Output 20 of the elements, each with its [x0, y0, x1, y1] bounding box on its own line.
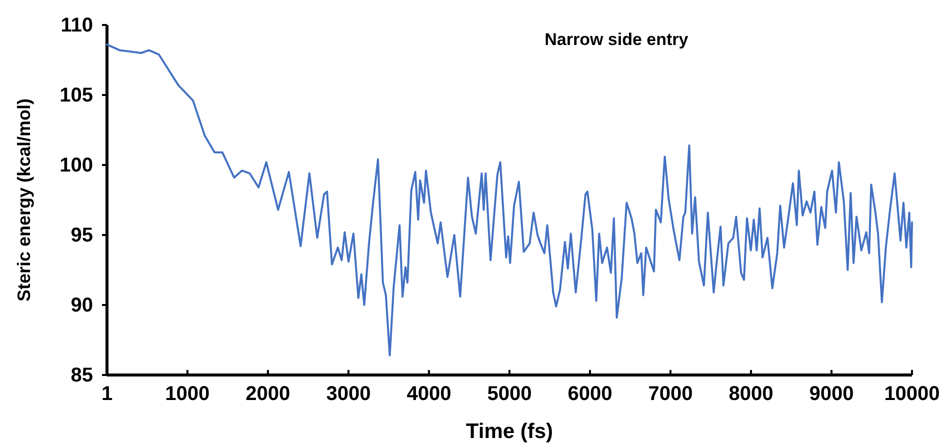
x-tick-label: 10000 — [884, 383, 940, 405]
x-tick-label: 5000 — [487, 383, 532, 405]
x-tick-label: 7000 — [648, 383, 693, 405]
y-tick-label: 90 — [70, 294, 93, 316]
x-tick-label: 3000 — [326, 383, 371, 405]
x-tick-label: 4000 — [406, 383, 452, 405]
x-tick-label: 8000 — [728, 383, 774, 405]
x-tick-label: 1 — [101, 383, 113, 405]
x-tick-label: 9000 — [809, 383, 854, 405]
y-tick-label: 105 — [60, 84, 93, 106]
y-tick-label: 100 — [60, 154, 93, 176]
y-tick-label: 110 — [60, 14, 93, 36]
chart-title: Narrow side entry — [544, 30, 689, 49]
x-tick-label: 1000 — [165, 383, 210, 405]
x-axis-title: Time (fs) — [466, 420, 554, 443]
y-axis-title: Steric energy (kcal/mol) — [14, 98, 34, 302]
x-tick-label: 2000 — [246, 383, 290, 405]
y-tick-label: 85 — [70, 364, 93, 386]
y-tick-label: 95 — [70, 224, 93, 246]
x-tick-label: 6000 — [568, 383, 612, 405]
